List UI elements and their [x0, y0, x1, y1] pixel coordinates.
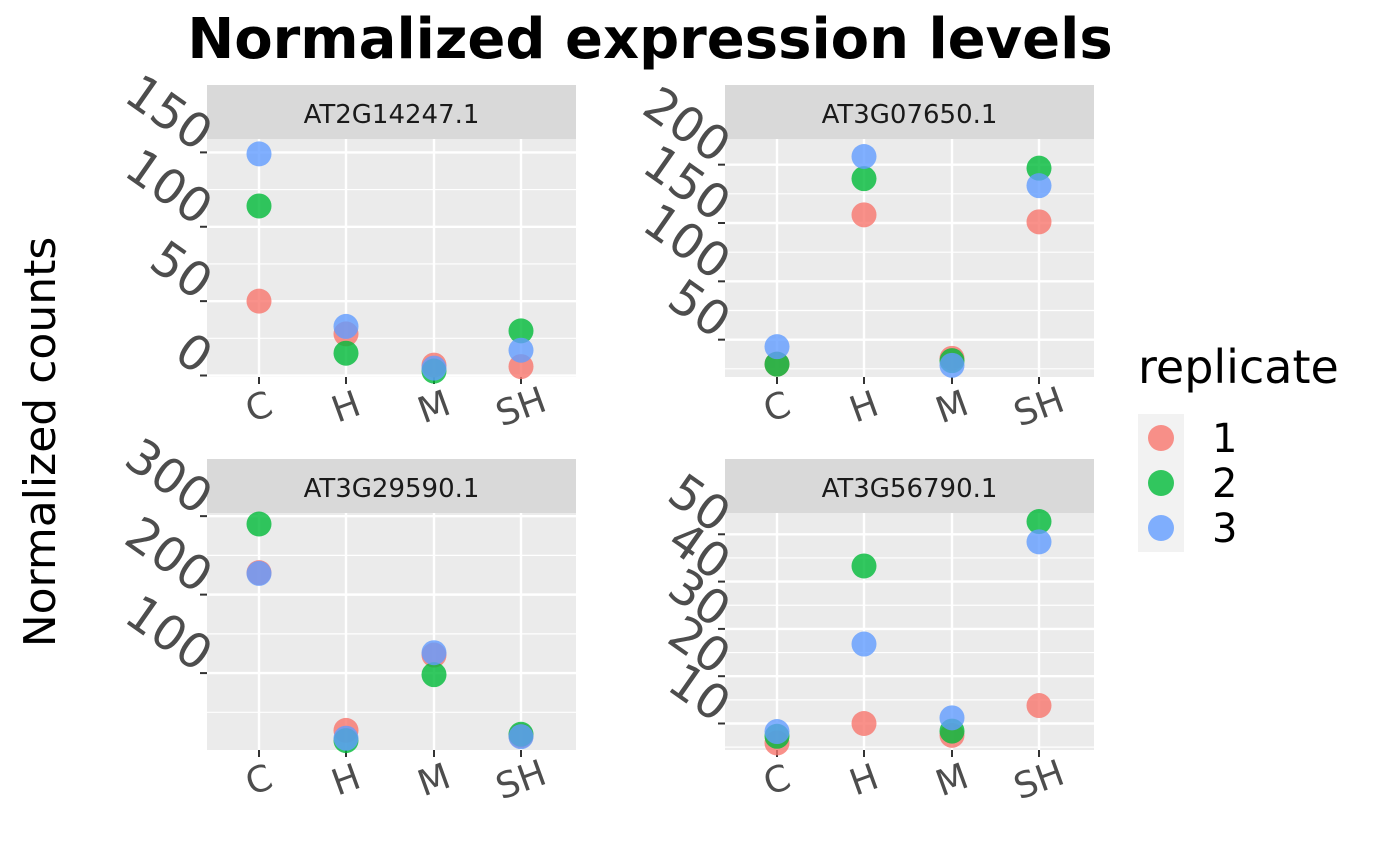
x-tick-label: M — [413, 383, 456, 432]
legend-label: 3 — [1212, 506, 1237, 552]
data-point — [246, 193, 272, 219]
facet-strip-label: AT3G29590.1 — [304, 474, 480, 504]
facet-strip-label: AT2G14247.1 — [304, 100, 480, 130]
x-tick-label: M — [931, 383, 974, 432]
facet-strip-label: AT3G56790.1 — [822, 474, 998, 504]
data-point — [246, 288, 272, 314]
data-point — [764, 334, 790, 360]
legend-key — [1148, 515, 1174, 541]
data-point — [246, 141, 272, 167]
data-point — [1026, 155, 1052, 181]
y-tick-label: 100 — [115, 584, 222, 682]
x-tick-label: M — [413, 756, 456, 805]
x-tick-label: C — [758, 384, 796, 431]
data-point — [508, 318, 534, 344]
data-point — [1026, 173, 1052, 199]
x-tick-label: H — [844, 757, 883, 805]
data-point — [764, 351, 790, 377]
data-point — [246, 511, 272, 537]
facet-strip — [725, 459, 1094, 513]
x-tick-label: C — [240, 757, 278, 804]
y-axis-title: Normalized counts — [15, 237, 66, 648]
y-tick-label: 300 — [115, 428, 222, 526]
x-tick-label: SH — [1009, 380, 1070, 436]
panel-background — [207, 513, 576, 750]
data-point — [939, 352, 965, 378]
data-point — [851, 166, 877, 192]
x-tick-label: H — [326, 384, 365, 432]
data-point — [851, 202, 877, 228]
legend-key — [1148, 425, 1174, 451]
data-point — [1026, 209, 1052, 235]
facet-strip — [207, 85, 576, 139]
data-point — [246, 560, 272, 586]
chart-title: Normalized expression levels — [187, 7, 1112, 72]
x-tick-label: M — [931, 756, 974, 805]
legend-title: replicate — [1138, 340, 1339, 394]
facet-strip-label: AT3G07650.1 — [822, 100, 998, 130]
data-point — [1026, 529, 1052, 555]
data-point — [939, 705, 965, 731]
legend-key — [1148, 470, 1174, 496]
data-point — [851, 144, 877, 169]
legend-label: 2 — [1212, 461, 1237, 507]
data-point — [508, 724, 534, 750]
data-point — [333, 340, 359, 366]
x-tick-label: H — [844, 384, 883, 432]
data-point — [764, 719, 790, 745]
x-tick-label: SH — [491, 753, 552, 809]
y-tick-label: 150 — [115, 64, 222, 162]
x-tick-label: H — [326, 757, 365, 805]
legend-label: 1 — [1212, 416, 1237, 462]
data-point — [851, 553, 877, 579]
legend: replicate 123 — [1138, 340, 1339, 552]
data-point — [851, 631, 877, 657]
facet-strip — [725, 85, 1094, 139]
data-point — [1026, 509, 1052, 535]
x-tick-label: C — [240, 384, 278, 431]
facet-strip — [207, 459, 576, 513]
data-point — [508, 337, 534, 363]
x-tick-label: SH — [1009, 753, 1070, 809]
y-tick-label: 200 — [115, 506, 222, 604]
data-point — [1026, 693, 1052, 719]
data-point — [421, 662, 447, 688]
data-point — [851, 711, 877, 737]
data-point — [333, 725, 359, 751]
data-point — [333, 313, 359, 339]
x-tick-label: C — [758, 757, 796, 804]
data-point — [421, 355, 447, 381]
data-point — [421, 640, 447, 666]
x-tick-label: SH — [491, 380, 552, 436]
